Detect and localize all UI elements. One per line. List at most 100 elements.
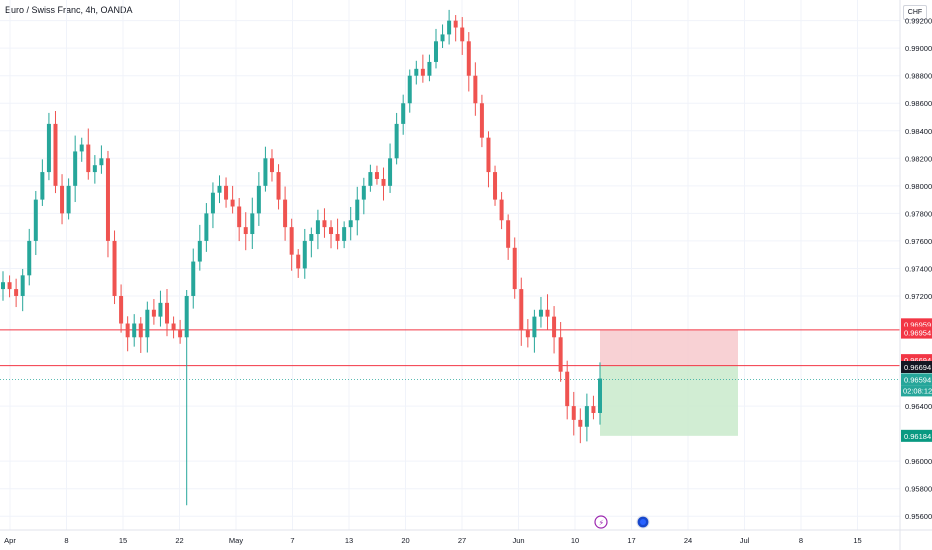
candle-body [335,234,340,241]
candle-body [237,206,242,228]
chart-title: Euro / Swiss Franc, 4h, OANDA [5,5,133,15]
candle-body [302,240,307,269]
price-tick-label: 0.95800 [905,485,932,494]
candle-body [7,282,12,290]
candle-body [374,172,379,179]
current-price-badge-timer-text: 02:08:12 [903,386,932,395]
candle-body [486,137,491,173]
candle-body [427,61,432,76]
candle-body [447,20,452,35]
candle-body [361,185,366,200]
candle-body [119,295,124,324]
horizontal-lines[interactable] [0,329,900,380]
candle-body [479,103,484,138]
price-tick-label: 0.97800 [905,209,932,218]
stop-price-badge-text: 0.96954 [904,329,931,338]
price-tick-label: 0.95600 [905,512,932,521]
time-tick-label: 8 [799,536,803,545]
candle-body [407,75,412,104]
time-tick-label: 27 [458,536,466,545]
target-price-badge-text: 0.96184 [904,432,931,441]
candle-body [256,185,261,214]
candle-body [178,330,183,338]
candle-body [66,185,71,214]
candle-body [584,406,589,427]
candle-body [493,172,498,200]
time-tick-label: 13 [345,536,353,545]
candle-body [309,234,314,241]
candle-body [224,185,229,200]
candle-body [46,123,51,173]
candle-body [230,199,235,207]
candle-body [197,240,202,262]
candle-body [381,178,386,186]
price-tick-label: 0.99000 [905,44,932,53]
candle-body [348,220,353,228]
candle-body [158,302,163,317]
candle-body [591,406,596,413]
candle-body [92,165,97,173]
stop-upper-price-badge-text: 0.96959 [904,320,931,329]
candle-body [217,185,222,193]
candle-body [558,337,563,372]
candle-body [368,172,373,186]
candle-body [532,316,537,338]
candle-body [329,227,334,235]
candle-body [453,20,458,28]
candle-body [210,192,215,214]
candle-body [14,289,19,296]
candle-body [289,227,294,255]
candle-body [171,323,176,331]
candle-body [401,103,406,124]
time-tick-label: 8 [64,536,68,545]
event-markers[interactable]: ⚡ [594,515,650,529]
candle-body [552,316,557,338]
candle-body [388,158,393,186]
price-tick-label: 0.96400 [905,402,932,411]
position-zones[interactable] [600,329,738,436]
dividend-icon-inner [640,519,646,525]
candle-body [79,144,84,152]
candle-body [565,371,570,407]
candle-body [512,247,517,290]
candle-body [283,199,288,228]
lightning-icon[interactable] [594,515,608,529]
candle-body [538,309,543,317]
candle-body [342,227,347,241]
candle-body [473,75,478,104]
candle-body [578,419,583,427]
candle-body [545,309,550,317]
candle-body [296,254,301,269]
candle-body [598,378,602,413]
price-axis[interactable]: 0.99200 0.99000 0.98800 0.98600 0.98400 0.982… [899,0,932,550]
candle-body [165,302,170,324]
chart-grid [0,0,900,530]
candle-body [243,227,248,235]
candle-body [73,151,78,186]
time-tick-label: Jul [740,536,750,545]
candle-body [204,213,209,241]
price-tick-label: 0.98200 [905,154,932,163]
price-tick-label: 0.97600 [905,237,932,246]
candle-body [355,199,360,221]
time-tick-label: May [229,536,243,545]
current-price-badge-timer [901,385,932,397]
time-tick-label: 22 [175,536,183,545]
candles [1,9,602,506]
candle-body [105,158,110,241]
price-tick-label: 0.98400 [905,127,932,136]
price-tick-label: 0.99200 [905,17,932,26]
candle-body [53,123,58,186]
currency-button[interactable]: CHF [903,5,927,20]
time-tick-label: 24 [684,536,692,545]
candle-body [263,158,268,186]
candle-body [414,68,419,76]
lightning-glyph: ⚡ [599,519,605,528]
entry-upper-price-badge-text: 0.96694 [904,356,931,365]
current-price-badge [901,373,932,386]
time-axis[interactable]: Apr 8 15 22 May 7 13 20 27 Jun 10 17 24 Jul 8 15 [0,529,932,545]
price-tick-label: 0.96000 [905,457,932,466]
entry-price-badge [901,361,932,374]
